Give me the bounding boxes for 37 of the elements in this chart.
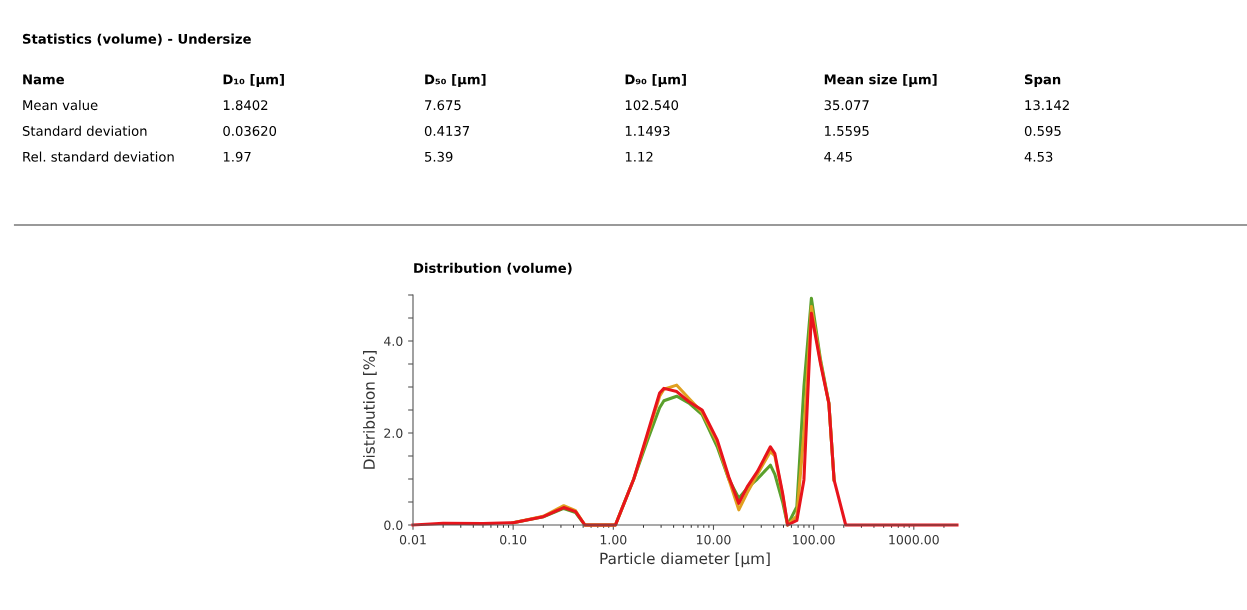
- text: Rel. standard deviation: [23, 151, 174, 162]
- text: 7.675: [425, 100, 461, 111]
- x-tick-label: 0.10: [500, 534, 527, 545]
- text: D₁₀ [µm]: [223, 74, 284, 87]
- y-tick-label: 4.0: [384, 336, 403, 346]
- text: 1.8402: [223, 100, 268, 111]
- x-tick-label: 0.01: [399, 534, 426, 545]
- x-tick-label: 1000.00: [889, 534, 939, 545]
- text: 0.4137: [424, 125, 470, 136]
- text: 102.540: [625, 100, 679, 111]
- text: 13.142: [1025, 100, 1069, 111]
- text: D₅₀ [µm]: [425, 74, 486, 87]
- text: 4.53: [1024, 151, 1053, 162]
- text: 0.03620: [223, 125, 277, 136]
- text: 35.077: [824, 100, 869, 111]
- x-axis-title: Particle diameter [µm]: [600, 552, 770, 568]
- text: Mean size [µm]: [824, 74, 937, 87]
- text: Standard deviation: [22, 125, 147, 136]
- x-tick-label: 100.00: [793, 534, 835, 545]
- x-tick-label: 10.00: [696, 534, 731, 545]
- y-tick-label: 0.0: [384, 520, 403, 530]
- text: 1.97: [223, 151, 251, 162]
- text: 5.39: [425, 151, 453, 162]
- text: D₉₀ [µm]: [625, 74, 686, 87]
- text: 4.45: [824, 151, 852, 162]
- y-axis-title: Distribution [%]: [363, 351, 377, 469]
- chart-title: Distribution (volume): [414, 262, 572, 275]
- text: Statistics (volume) - Undersize: [22, 33, 251, 46]
- y-tick-label: 2.0: [384, 428, 403, 438]
- text: 1.12: [625, 151, 653, 162]
- text: 0.595: [1024, 125, 1061, 136]
- text: 1.5595: [825, 125, 869, 136]
- text: Span: [1024, 74, 1061, 87]
- text: 1.1493: [625, 125, 670, 136]
- x-tick-label: 1.00: [600, 534, 627, 545]
- text: Mean value: [23, 99, 98, 111]
- text: Name: [23, 74, 65, 85]
